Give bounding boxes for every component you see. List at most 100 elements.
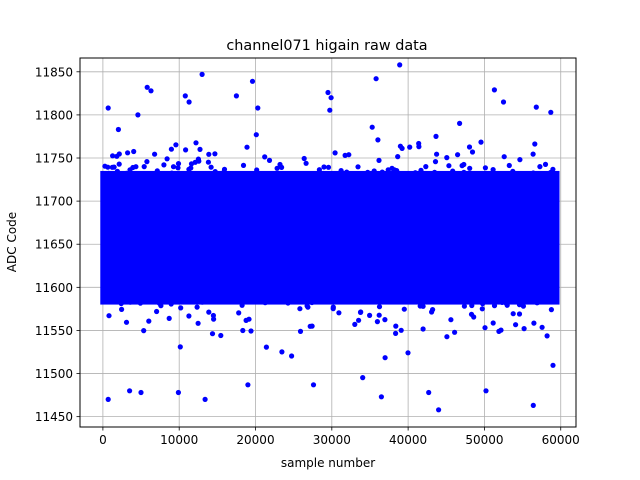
x-axis-title: sample number [281, 456, 375, 470]
data-point [490, 320, 496, 326]
data-point [194, 304, 200, 310]
data-point [279, 349, 285, 355]
data-point [503, 300, 509, 306]
data-point [106, 313, 112, 319]
data-point [301, 155, 307, 162]
data-point [240, 327, 246, 334]
data-point [412, 170, 418, 176]
data-point [357, 309, 364, 315]
outlier-point [233, 93, 239, 99]
data-point [376, 312, 382, 318]
data-point [127, 299, 133, 305]
outlier-point [199, 71, 205, 77]
data-point [491, 303, 498, 309]
data-point [279, 164, 285, 170]
x-tick-label: 60000 [542, 433, 580, 447]
outlier-point [186, 99, 192, 105]
data-point [338, 168, 344, 174]
data-point [123, 319, 130, 325]
data-point [116, 151, 122, 157]
data-point [548, 307, 555, 313]
data-point [330, 304, 336, 310]
data-point [169, 170, 175, 176]
data-point [236, 310, 242, 316]
y-axis-title: ADC Code [5, 212, 19, 272]
data-point [379, 169, 385, 175]
data-point [516, 302, 523, 308]
outlier-point [328, 95, 334, 101]
data-point [186, 313, 192, 319]
data-point [420, 303, 426, 309]
data-point [206, 151, 212, 157]
data-point [206, 309, 212, 315]
data-point [316, 167, 322, 173]
data-point [141, 164, 147, 170]
data-point [466, 144, 473, 150]
dense-band [100, 170, 560, 305]
data-point [173, 142, 179, 148]
outlier-point [436, 407, 442, 413]
outlier-point [138, 389, 144, 396]
y-tick-label: 11550 [35, 324, 73, 338]
data-point [429, 309, 435, 315]
data-point [405, 350, 411, 356]
data-point [416, 140, 422, 147]
data-point [531, 320, 537, 326]
data-point [152, 151, 158, 157]
data-point [371, 168, 377, 174]
data-point [352, 321, 358, 327]
outlier-point [127, 388, 133, 394]
y-axis-ticks: 11450 11500 11550 11600 11650 11700 11750 11800… [35, 65, 80, 424]
data-point [455, 152, 461, 158]
outlier-point [373, 76, 379, 82]
data-point [307, 323, 313, 329]
data-point [212, 169, 218, 175]
outlier-point [530, 402, 536, 408]
data-point [118, 300, 124, 307]
data-point [278, 171, 284, 177]
outlier-point [378, 394, 384, 400]
data-point [139, 171, 146, 177]
data-point [303, 160, 309, 166]
data-point [448, 317, 454, 323]
data-point [106, 170, 112, 176]
data-point [444, 155, 450, 161]
data-point [510, 311, 516, 317]
data-point [123, 170, 129, 176]
data-point [274, 165, 280, 171]
data-point [360, 375, 366, 381]
y-tick-label: 11800 [35, 108, 73, 122]
data-point [168, 301, 174, 307]
data-point [496, 328, 502, 334]
data-point [376, 304, 383, 310]
data-point [401, 306, 407, 312]
outlier-point [249, 78, 256, 84]
data-point [309, 299, 315, 306]
data-point [137, 300, 143, 306]
data-point [208, 164, 214, 170]
x-tick-label: 30000 [313, 433, 351, 447]
y-tick-label: 11850 [35, 65, 73, 79]
outlier-point [105, 105, 111, 111]
data-point [166, 315, 172, 321]
data-point [461, 169, 467, 175]
plot-frame [79, 57, 577, 428]
data-point [114, 168, 120, 174]
x-tick-label: 40000 [389, 433, 427, 447]
data-point [537, 164, 543, 170]
outlier-point [500, 99, 507, 105]
data-point [482, 165, 488, 171]
x-tick-label: 10000 [160, 433, 198, 447]
data-point [490, 167, 496, 173]
outlier-point [175, 389, 181, 396]
data-point [544, 333, 550, 339]
data-point [365, 169, 371, 175]
outlier-point [245, 382, 251, 388]
data-point [450, 168, 456, 174]
data-point [423, 164, 429, 170]
data-point [170, 164, 177, 170]
data-point [177, 344, 183, 350]
data-point [304, 303, 310, 309]
data-point [479, 306, 485, 312]
data-point [376, 157, 382, 163]
